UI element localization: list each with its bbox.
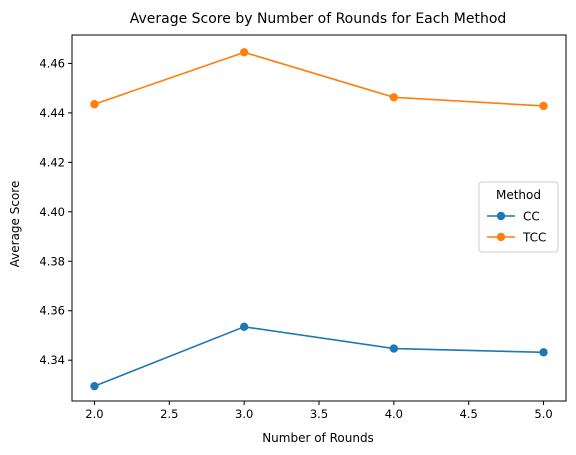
y-tick-label: 4.42: [39, 155, 65, 169]
legend-label-cc: CC: [523, 210, 540, 224]
data-point-cc: [389, 344, 399, 353]
y-axis: 4.34 4.36 4.38 4.40 4.42 4.44 4.46: [39, 56, 72, 367]
y-tick-label: 4.36: [39, 304, 65, 318]
legend-marker-tcc: [496, 232, 506, 242]
x-tick-label: 5.0: [534, 407, 552, 421]
x-tick-label: 3.5: [310, 407, 328, 421]
legend-marker-cc: [496, 211, 506, 221]
legend: Method CC TCC: [478, 181, 559, 253]
x-tick-label: 4.5: [460, 407, 478, 421]
data-point-cc: [239, 322, 249, 332]
data-point-cc: [539, 348, 548, 357]
y-tick-label: 4.44: [39, 106, 65, 120]
chart-title: Average Score by Number of Rounds for Ea…: [130, 11, 507, 27]
legend-title: Method: [496, 188, 541, 202]
y-tick-label: 4.34: [39, 353, 65, 367]
y-tick-label: 4.38: [39, 254, 65, 268]
x-axis-label: Number of Rounds: [262, 431, 374, 445]
x-tick-label: 2.0: [85, 407, 103, 421]
x-tick-label: 4.0: [385, 407, 403, 421]
legend-label-tcc: TCC: [522, 231, 546, 245]
data-point-tcc: [389, 93, 399, 102]
y-tick-label: 4.46: [39, 56, 65, 70]
x-tick-label: 3.0: [235, 407, 253, 421]
data-point-tcc: [90, 100, 99, 109]
y-tick-label: 4.40: [39, 205, 65, 219]
y-axis-label: Average Score: [8, 181, 22, 268]
data-point-tcc: [239, 48, 249, 57]
series-line-cc: [94, 325, 544, 387]
series-line-tcc: [94, 51, 544, 107]
x-tick-label: 2.5: [160, 407, 178, 421]
x-axis: 2.0 2.5 3.0 3.5 4.0 4.5 5.0: [85, 401, 553, 421]
data-point-cc: [90, 381, 99, 391]
data-point-tcc: [539, 101, 548, 111]
